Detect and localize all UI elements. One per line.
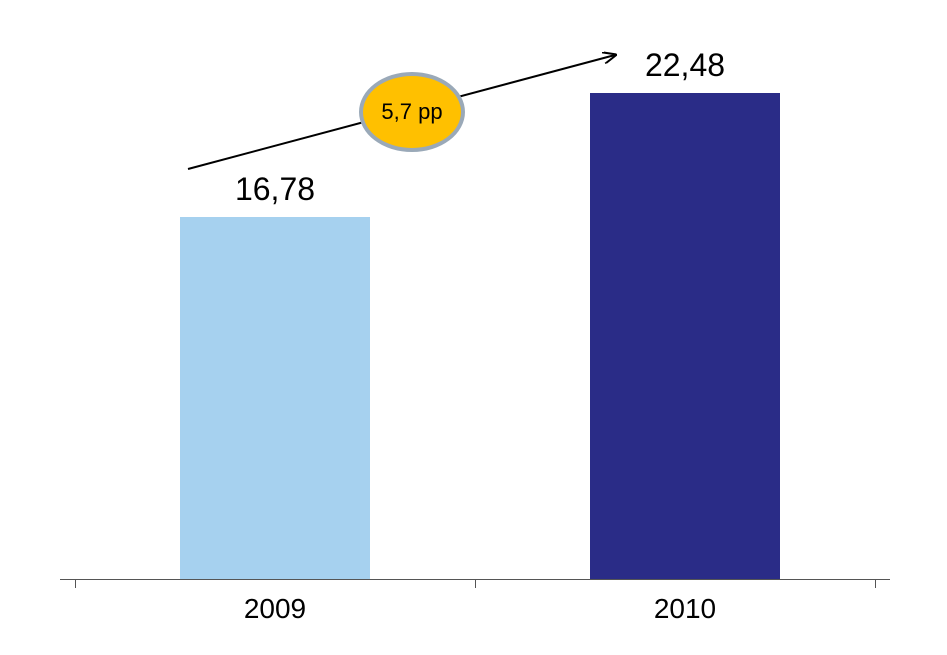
- growth-badge-text: 5,7 pp: [381, 99, 442, 125]
- x-axis-category-label: 2009: [180, 593, 370, 625]
- bar-2010: [590, 93, 780, 579]
- x-axis-category-label: 2010: [590, 593, 780, 625]
- bar-chart: 16,78 2009 22,48 2010 5,7 pp: [0, 0, 947, 655]
- bar-value-label: 22,48: [590, 47, 780, 84]
- bar-2009: [180, 217, 370, 579]
- plot-area: 16,78 2009 22,48 2010 5,7 pp: [60, 40, 890, 580]
- x-axis-tick: [75, 580, 76, 588]
- x-axis-tick: [875, 580, 876, 588]
- x-axis-tick: [475, 580, 476, 588]
- growth-badge: 5,7 pp: [359, 72, 465, 152]
- bar-value-label: 16,78: [180, 171, 370, 208]
